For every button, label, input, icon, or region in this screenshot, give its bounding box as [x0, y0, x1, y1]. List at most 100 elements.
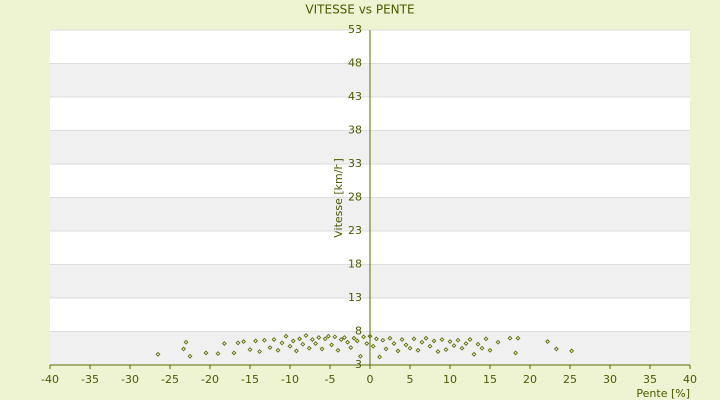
point	[297, 336, 303, 342]
point	[329, 342, 335, 348]
point	[335, 347, 341, 353]
x-tick-label: 35	[643, 373, 657, 386]
point	[431, 338, 437, 344]
point	[348, 345, 354, 351]
point	[221, 341, 227, 346]
point	[279, 340, 285, 346]
point	[316, 335, 322, 340]
point	[357, 353, 363, 359]
point	[267, 345, 273, 351]
x-tick-label: 15	[483, 373, 497, 386]
y-tick-label: 33	[348, 157, 362, 170]
point	[391, 341, 397, 346]
point	[361, 334, 367, 340]
x-tick-label: -10	[281, 373, 299, 386]
x-tick-label: 0	[367, 373, 374, 386]
point	[515, 335, 521, 341]
x-tick-label: -25	[161, 373, 179, 386]
point	[507, 335, 513, 341]
point	[475, 341, 481, 347]
y-tick-label: 38	[348, 124, 362, 137]
point	[403, 342, 409, 348]
y-tick-label: 53	[348, 23, 362, 36]
point	[203, 350, 209, 356]
point	[332, 334, 338, 340]
point	[407, 345, 413, 351]
point	[569, 348, 575, 354]
point	[513, 350, 519, 356]
point	[463, 341, 469, 346]
point	[553, 346, 559, 352]
point	[411, 336, 417, 342]
point	[215, 351, 221, 357]
y-tick-label: 28	[348, 191, 362, 204]
point	[345, 339, 351, 345]
point	[419, 339, 425, 345]
point	[427, 343, 433, 349]
point	[367, 333, 373, 339]
point	[483, 336, 489, 342]
point	[303, 333, 309, 338]
point	[181, 346, 187, 352]
point	[471, 351, 477, 357]
point	[351, 335, 357, 341]
point	[271, 337, 277, 342]
point	[380, 337, 386, 343]
point	[253, 338, 259, 344]
point	[293, 348, 299, 354]
y-tick-label: 18	[348, 258, 362, 271]
point	[383, 346, 389, 352]
point	[455, 337, 461, 343]
point	[341, 335, 347, 340]
point	[395, 348, 401, 354]
point	[155, 351, 161, 357]
chart-title: VITESSE vs PENTE	[305, 3, 414, 17]
y-tick-label: 13	[348, 291, 362, 304]
point	[290, 338, 296, 344]
point	[479, 345, 485, 351]
point	[387, 335, 393, 341]
point	[399, 337, 405, 342]
point	[451, 343, 457, 349]
x-tick-label: 25	[563, 373, 577, 386]
x-tick-label: -5	[325, 373, 336, 386]
x-tick-label: -20	[201, 373, 219, 386]
x-tick-label: -40	[41, 373, 59, 386]
point	[370, 343, 376, 349]
point	[443, 347, 449, 353]
point	[467, 337, 473, 342]
y-tick-label: 23	[348, 224, 362, 237]
point	[257, 349, 263, 355]
point	[325, 333, 331, 339]
x-axis-label: Pente [%]	[636, 387, 690, 400]
point	[309, 337, 315, 342]
point	[364, 341, 370, 346]
point	[319, 346, 325, 352]
point	[459, 345, 465, 351]
x-tick-label: 30	[603, 373, 617, 386]
y-tick-label: 8	[355, 325, 362, 338]
x-tick-label: -35	[81, 373, 99, 386]
point	[261, 337, 267, 343]
point	[183, 339, 189, 345]
point	[338, 337, 344, 342]
point	[377, 354, 383, 360]
x-tick-label: -30	[121, 373, 139, 386]
point	[247, 347, 253, 353]
point	[322, 336, 328, 342]
point	[545, 339, 551, 344]
point	[306, 345, 312, 351]
point	[241, 339, 247, 344]
point	[439, 337, 445, 342]
point	[447, 339, 453, 344]
point	[287, 343, 293, 349]
x-tick-label: -15	[241, 373, 259, 386]
x-tick-label: 20	[523, 373, 537, 386]
x-tick-label: 40	[683, 373, 697, 386]
point	[415, 347, 421, 353]
point	[283, 333, 289, 339]
y-tick-label: 43	[348, 90, 362, 103]
y-tick-label: 48	[348, 57, 362, 70]
x-tick-label: 5	[407, 373, 414, 386]
point	[423, 335, 429, 341]
